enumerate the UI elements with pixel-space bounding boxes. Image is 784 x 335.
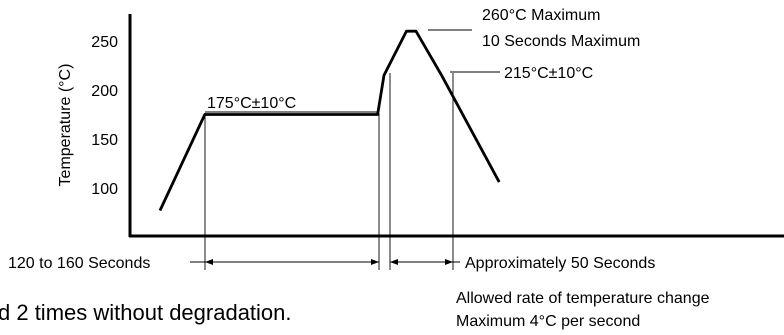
y-tick-label: 200 [91,83,118,100]
reflow-arrow-right [445,259,453,265]
rate-label-line2: Maximum 4°C per second [456,313,640,330]
footnote-text: d 2 times without degradation. [0,300,292,325]
y-tick-label: 100 [91,181,118,198]
preheat-arrow-right [371,259,379,265]
temperature-profile-line [158,29,501,212]
y-tick-label: 250 [91,34,118,51]
y-tick-label: 150 [91,132,118,149]
peak-time-label: 10 Seconds Maximum [482,33,640,50]
reflow-time-label: Approximately 50 Seconds [465,255,655,272]
reflow-temperature-label: 215°C±10°C [504,65,593,82]
y-axis-title: Temperature (°C) [57,64,74,187]
y-tick-labels: 100 150 200 250 [91,34,118,198]
soak-temperature-label: 175°C±10°C [207,95,296,112]
peak-temperature-label: 260°C Maximum [482,7,600,24]
preheat-time-label: 120 to 160 Seconds [8,255,150,272]
preheat-arrow-left [205,259,213,265]
rate-label-line1: Allowed rate of temperature change [456,290,710,307]
reflow-arrow-left [390,259,398,265]
